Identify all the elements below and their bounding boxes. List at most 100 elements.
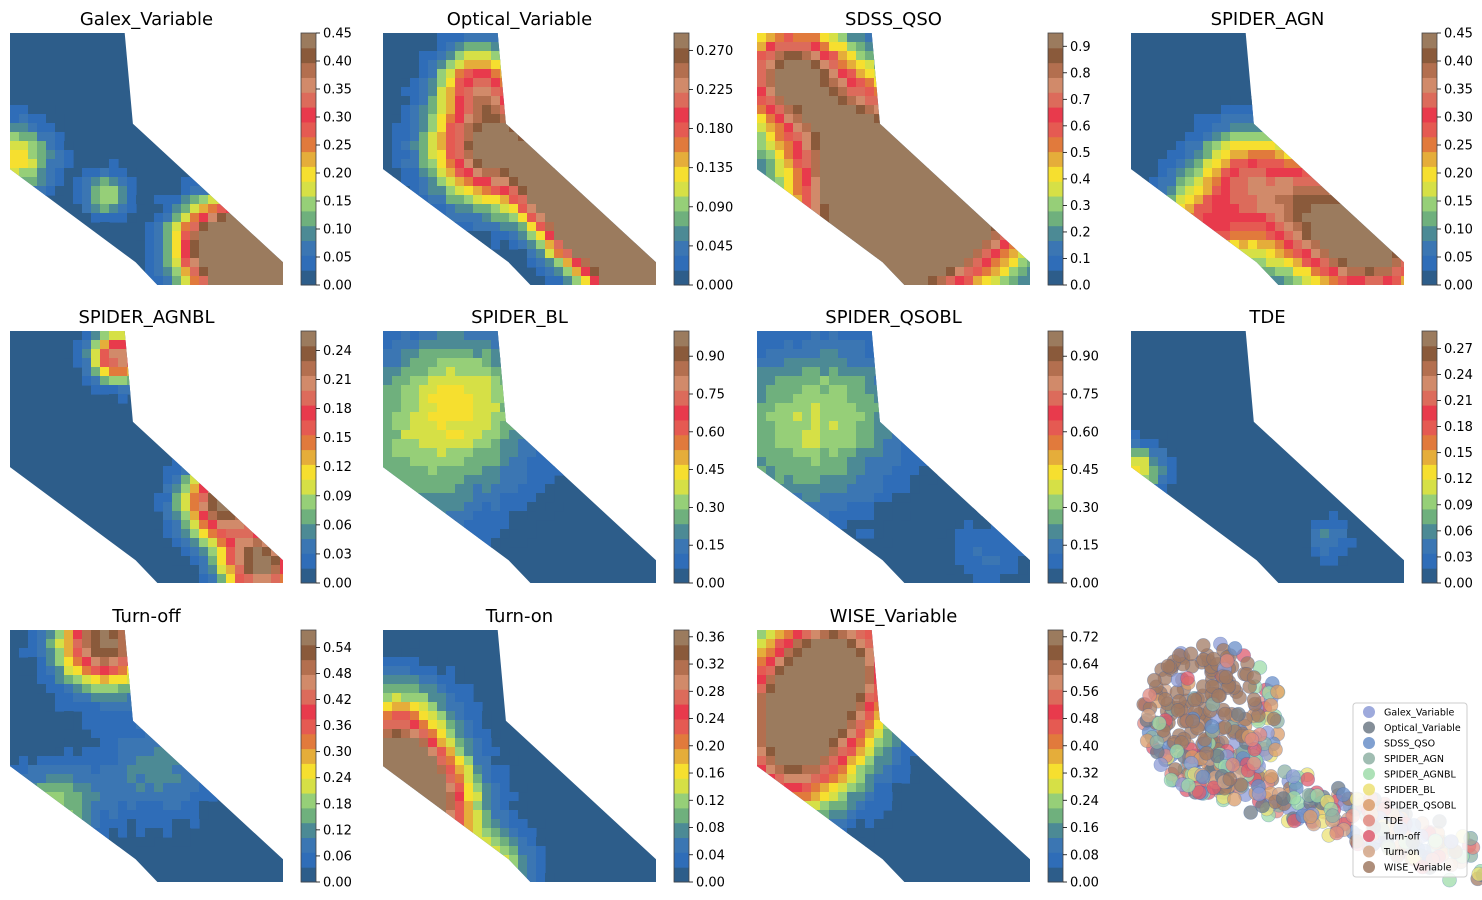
contour-cell (1185, 267, 1195, 277)
contour-cell (847, 186, 857, 196)
colorbar-tick-label: 0.12 (323, 460, 352, 475)
contour-cell (775, 457, 785, 467)
contour-cell (1302, 186, 1312, 196)
contour-cell (1167, 240, 1177, 250)
contour-cell (626, 195, 636, 205)
contour-cell (100, 693, 110, 703)
contour-cell (563, 141, 573, 151)
contour-cell (1392, 231, 1402, 241)
contour-cell (244, 177, 254, 187)
contour-cell (271, 493, 281, 503)
contour-cell (590, 87, 600, 97)
contour-cell (154, 195, 164, 205)
contour-cell (1018, 96, 1028, 106)
contour-cell (1185, 231, 1195, 241)
contour-cell (554, 150, 564, 160)
contour-cell (1383, 231, 1393, 241)
contour-cell (172, 792, 182, 802)
contour-cell (1266, 231, 1276, 241)
contour-cell (163, 747, 173, 757)
contour-cell (401, 783, 411, 793)
contour-cell (464, 367, 474, 377)
contour-cell (757, 33, 767, 43)
contour-cell (410, 358, 420, 368)
contour-cell (154, 258, 164, 268)
contour-cell (964, 159, 974, 169)
contour-cell (419, 792, 429, 802)
contour-cell (217, 258, 227, 268)
contour-cell (392, 439, 402, 449)
contour-cell (991, 240, 1001, 250)
contour-cell (509, 376, 519, 386)
contour-cell (1212, 231, 1222, 241)
contour-cell (446, 87, 456, 97)
contour-cell (1329, 132, 1339, 142)
contour-cell (793, 349, 803, 359)
contour-cell (455, 783, 465, 793)
contour-cell (928, 132, 938, 142)
contour-cell (820, 367, 830, 377)
contour-cell (820, 547, 830, 557)
contour-cell (883, 367, 893, 377)
contour-cell (455, 51, 465, 61)
contour-cell (608, 114, 618, 124)
contour-cell (82, 765, 92, 775)
colorbar-frame (1421, 32, 1438, 286)
contour-cell (856, 204, 866, 214)
contour-cell (410, 675, 420, 685)
contour-cell (811, 394, 821, 404)
contour-cell (545, 222, 555, 232)
contour-cell (401, 412, 411, 422)
contour-cell (217, 150, 227, 160)
contour-cell (766, 331, 776, 341)
contour-cell (1203, 249, 1213, 259)
contour-cell (217, 547, 227, 557)
contour-cell (982, 240, 992, 250)
contour-cell (793, 60, 803, 70)
contour-cell (172, 204, 182, 214)
contour-cell (865, 132, 875, 142)
contour-cell (1293, 168, 1303, 178)
contour-cell (982, 96, 992, 106)
contour-cell (892, 87, 902, 97)
contour-cell (410, 720, 420, 730)
contour-cell (73, 349, 83, 359)
contour-cell (1149, 267, 1159, 277)
contour-cell (1230, 222, 1240, 232)
contour-cell (392, 547, 402, 557)
contour-cell (464, 78, 474, 88)
contour-cell (181, 702, 191, 712)
contour-cell (82, 639, 92, 649)
contour-cell (775, 204, 785, 214)
contour-cell (982, 231, 992, 241)
contour-cell (190, 231, 200, 241)
contour-cell (775, 267, 785, 277)
contour-cell (545, 358, 555, 368)
contour-cell (19, 783, 29, 793)
contour-cell (455, 484, 465, 494)
contour-cell (455, 666, 465, 676)
contour-cell (262, 466, 272, 476)
contour-cell (847, 502, 857, 512)
colorbar-band (674, 494, 689, 510)
contour-cell (91, 684, 101, 694)
contour-cell (37, 168, 47, 178)
contour-cell (1018, 132, 1028, 142)
contour-cell (509, 819, 519, 829)
contour-cell (509, 96, 519, 106)
contour-cell (892, 331, 902, 341)
contour-cell (55, 114, 65, 124)
contour-cell (127, 657, 137, 667)
contour-cell (946, 538, 956, 548)
contour-cell (1221, 96, 1231, 106)
contour-cell (1401, 204, 1404, 214)
contour-cell (829, 150, 839, 160)
contour-cell (518, 846, 528, 856)
contour-cell (446, 96, 456, 106)
contour-cell (757, 276, 767, 285)
contour-cell (482, 51, 492, 61)
contour-cell (883, 493, 893, 503)
contour-cell (1356, 267, 1366, 277)
contour-cell (217, 756, 227, 766)
contour-cell (793, 258, 803, 268)
